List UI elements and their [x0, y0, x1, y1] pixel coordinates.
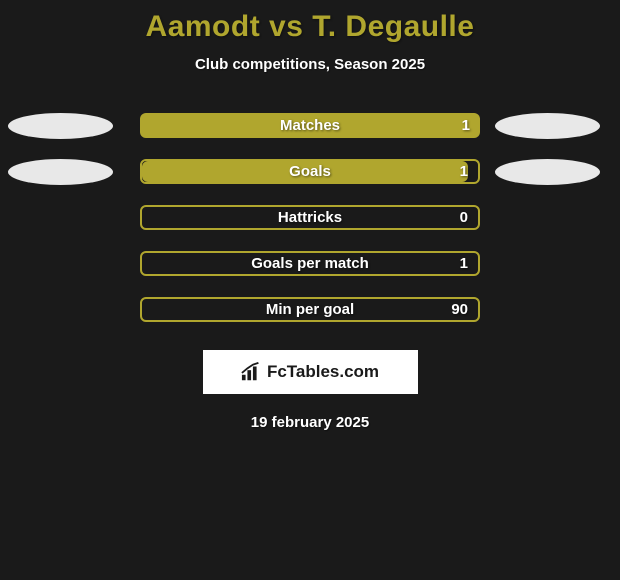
- stat-bar: Min per goal 90: [140, 297, 480, 322]
- player-marker-right: [495, 113, 600, 139]
- page-subtitle: Club competitions, Season 2025: [0, 56, 620, 73]
- stat-bar: Matches 1: [140, 113, 480, 138]
- player-marker-left: [8, 113, 113, 139]
- stat-row: Matches 1: [0, 113, 620, 138]
- stat-bar: Goals per match 1: [140, 251, 480, 276]
- stat-label: Hattricks: [278, 209, 342, 226]
- footer-date: 19 february 2025: [0, 414, 620, 431]
- stat-value: 1: [460, 255, 468, 272]
- player-marker-right: [495, 159, 600, 185]
- bar-chart-icon: [241, 362, 263, 382]
- stat-value: 90: [451, 301, 468, 318]
- stat-row: Min per goal 90: [0, 297, 620, 322]
- player-marker-left: [8, 159, 113, 185]
- stat-row: Goals per match 1: [0, 251, 620, 276]
- stat-label: Goals per match: [251, 255, 369, 272]
- stat-row: Hattricks 0: [0, 205, 620, 230]
- stats-card: Aamodt vs T. Degaulle Club competitions,…: [0, 0, 620, 580]
- stat-value: 1: [460, 163, 468, 180]
- brand-text: FcTables.com: [267, 362, 379, 382]
- stat-bar: Goals 1: [140, 159, 480, 184]
- stat-row: Goals 1: [0, 159, 620, 184]
- stat-bar: Hattricks 0: [140, 205, 480, 230]
- stat-value: 0: [460, 209, 468, 226]
- page-title: Aamodt vs T. Degaulle: [0, 0, 620, 44]
- stat-label: Matches: [280, 117, 340, 134]
- stat-label: Goals: [289, 163, 331, 180]
- brand-badge[interactable]: FcTables.com: [203, 350, 418, 394]
- stat-value: 1: [462, 117, 470, 134]
- stat-rows: Matches 1 Goals 1 Hattricks 0 Goals per match 1…: [0, 113, 620, 322]
- stat-label: Min per goal: [266, 301, 354, 318]
